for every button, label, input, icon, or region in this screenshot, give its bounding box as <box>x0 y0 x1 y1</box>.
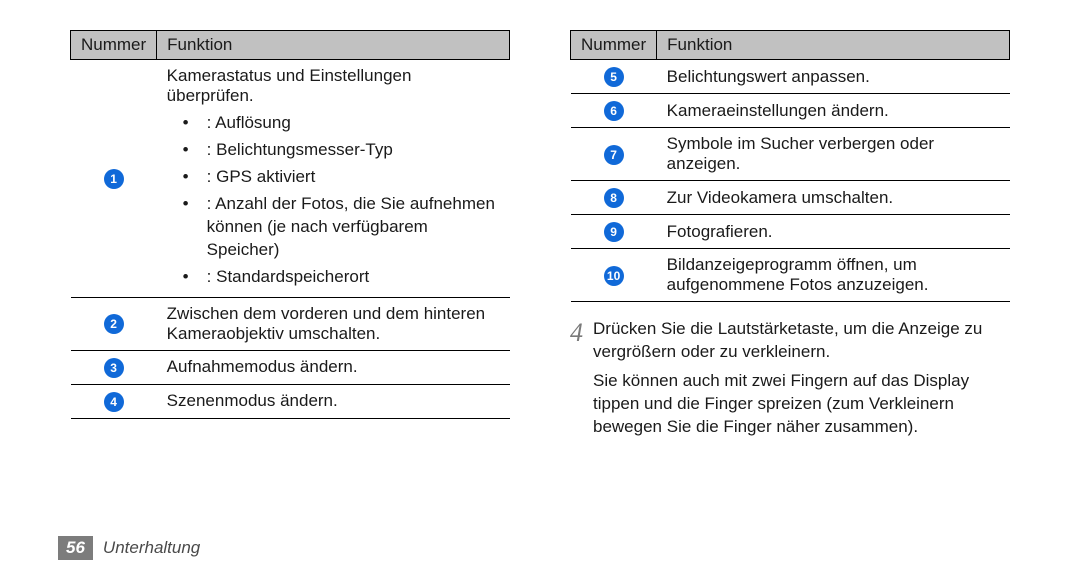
function-text: Szenenmodus ändern. <box>157 384 510 418</box>
table-row: 3 Aufnahmemodus ändern. <box>71 350 510 384</box>
instruction-step: 4 Drücken Sie die Lautstärketaste, um di… <box>570 318 1010 439</box>
col-header-function: Funktion <box>157 31 510 60</box>
function-text: Aufnahmemodus ändern. <box>157 350 510 384</box>
table-row: 6 Kameraeinstellungen ändern. <box>571 94 1010 128</box>
number-badge: 2 <box>104 314 124 334</box>
section-title: Unterhaltung <box>103 538 200 558</box>
page-footer: 56 Unterhaltung <box>58 536 200 560</box>
number-badge: 1 <box>104 169 124 189</box>
function-text: Fotografieren. <box>657 215 1010 249</box>
col-header-function: Funktion <box>657 31 1010 60</box>
number-badge: 9 <box>604 222 624 242</box>
number-badge: 3 <box>104 358 124 378</box>
number-badge: 7 <box>604 145 624 165</box>
function-text: Kameraeinstellungen ändern. <box>657 94 1010 128</box>
col-header-number: Nummer <box>71 31 157 60</box>
list-item: : GPS aktiviert <box>167 164 500 191</box>
step-paragraph: Sie können auch mit zwei Fingern auf das… <box>593 370 1010 439</box>
number-badge: 5 <box>604 67 624 87</box>
number-badge: 6 <box>604 101 624 121</box>
table-row: 7 Symbole im Sucher verbergen oder anzei… <box>571 128 1010 181</box>
function-text: Bildanzeigeprogramm öffnen, um aufgenomm… <box>657 249 1010 302</box>
step-paragraph: Drücken Sie die Lautstärketaste, um die … <box>593 318 1010 364</box>
page-number: 56 <box>58 536 93 560</box>
table-row: 5 Belichtungswert anpassen. <box>571 60 1010 94</box>
right-column: Nummer Funktion 5 Belichtungswert anpass… <box>570 30 1010 439</box>
list-item: : Standardspeicherort <box>167 264 500 291</box>
function-text: Zwischen dem vorderen und dem hinteren K… <box>157 297 510 350</box>
table-row: 4 Szenenmodus ändern. <box>71 384 510 418</box>
function-text: Belichtungswert anpassen. <box>657 60 1010 94</box>
function-table-right: Nummer Funktion 5 Belichtungswert anpass… <box>570 30 1010 302</box>
manual-page: Nummer Funktion 1 Kamerastatus und Einst… <box>0 0 1080 586</box>
number-badge: 4 <box>104 392 124 412</box>
list-item: : Anzahl der Fotos, die Sie aufnehmen kö… <box>167 191 500 264</box>
step-text: Drücken Sie die Lautstärketaste, um die … <box>593 318 1010 439</box>
step-number: 4 <box>570 318 583 439</box>
table-row: 10 Bildanzeigeprogramm öffnen, um aufgen… <box>571 249 1010 302</box>
two-column-layout: Nummer Funktion 1 Kamerastatus und Einst… <box>70 30 1010 439</box>
function-text: Kamerastatus und Einstellungen überprüfe… <box>167 66 500 106</box>
function-text: Symbole im Sucher verbergen oder anzeige… <box>657 128 1010 181</box>
list-item: : Belichtungsmesser-Typ <box>167 137 500 164</box>
table-row: 8 Zur Videokamera umschalten. <box>571 181 1010 215</box>
number-badge: 10 <box>604 266 624 286</box>
left-column: Nummer Funktion 1 Kamerastatus und Einst… <box>70 30 510 439</box>
table-row: 2 Zwischen dem vorderen und dem hinteren… <box>71 297 510 350</box>
list-item: : Auflösung <box>167 110 500 137</box>
function-table-left: Nummer Funktion 1 Kamerastatus und Einst… <box>70 30 510 419</box>
number-badge: 8 <box>604 188 624 208</box>
table-row: 1 Kamerastatus und Einstellungen überprü… <box>71 60 510 298</box>
table-row: 9 Fotografieren. <box>571 215 1010 249</box>
sub-bullet-list: : Auflösung : Belichtungsmesser-Typ : GP… <box>167 110 500 291</box>
col-header-number: Nummer <box>571 31 657 60</box>
function-text: Zur Videokamera umschalten. <box>657 181 1010 215</box>
